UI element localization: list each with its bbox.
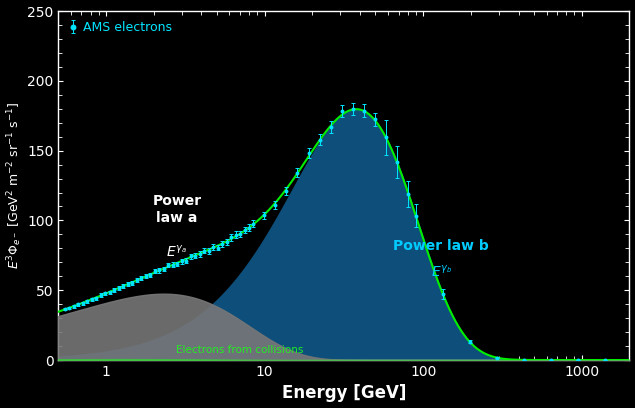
X-axis label: Energy [GeV]: Energy [GeV] — [282, 384, 406, 402]
Text: Electrons from collisions: Electrons from collisions — [177, 345, 304, 355]
Text: $E^{\gamma_b}$: $E^{\gamma_b}$ — [431, 264, 452, 280]
Text: $E^{\gamma_a}$: $E^{\gamma_a}$ — [166, 243, 187, 259]
Y-axis label: $E^3\Phi_{e^-}$ [GeV$^2$ m$^{-2}$ sr$^{-1}$ s$^{-1}$]: $E^3\Phi_{e^-}$ [GeV$^2$ m$^{-2}$ sr$^{-… — [6, 102, 24, 269]
Text: Power law b: Power law b — [393, 239, 489, 253]
Legend: AMS electrons: AMS electrons — [65, 17, 176, 38]
Text: Power
law a: Power law a — [152, 194, 201, 225]
